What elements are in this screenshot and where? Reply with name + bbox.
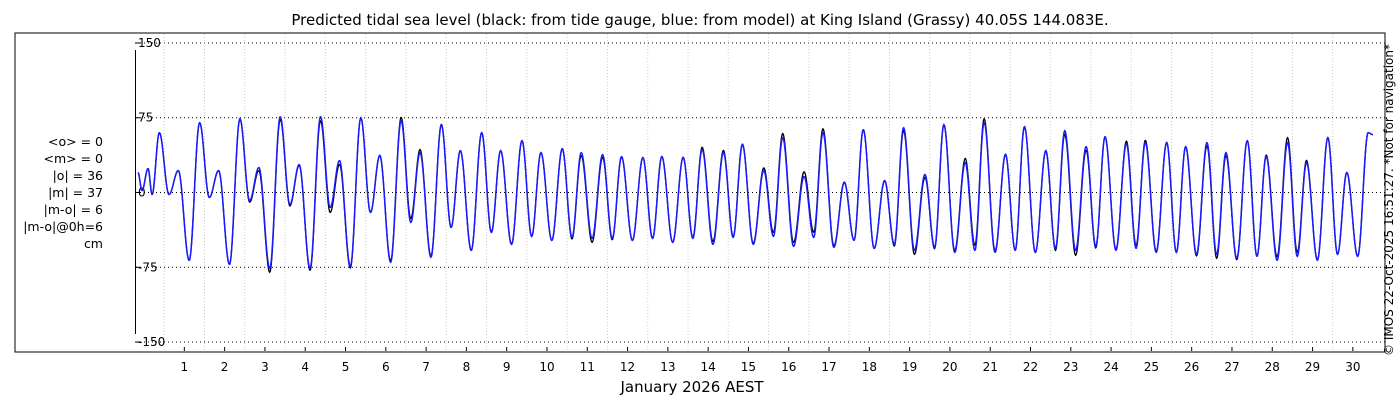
x-tick-label: 2 — [221, 360, 229, 374]
x-tick-label: 22 — [1023, 360, 1038, 374]
x-tick-label: 7 — [422, 360, 430, 374]
chart-title: Predicted tidal sea level (black: from t… — [291, 11, 1108, 29]
x-tick-label: 28 — [1265, 360, 1280, 374]
y-tick-label: 75 — [138, 111, 153, 125]
x-tick-label: 3 — [261, 360, 269, 374]
model-series-line — [137, 115, 1374, 270]
x-tick-label: 13 — [660, 360, 675, 374]
credit-text: © IMOS 22-Oct-2025 16:51:27. *Not for na… — [1382, 44, 1396, 356]
series — [137, 115, 1374, 274]
x-tick-label: 24 — [1103, 360, 1118, 374]
grid — [136, 34, 1385, 351]
x-tick-label: 29 — [1305, 360, 1320, 374]
x-tick-label: 25 — [1144, 360, 1159, 374]
x-tick-label: 30 — [1345, 360, 1360, 374]
x-tick-label: 11 — [580, 360, 595, 374]
x-tick-label: 4 — [301, 360, 309, 374]
stat-line: <o> = 0 — [48, 134, 103, 149]
x-tick-label: 14 — [701, 360, 716, 374]
x-tick-label: 20 — [942, 360, 957, 374]
y-tick-label: 0 — [138, 186, 146, 200]
y-tick-label: -150 — [138, 335, 165, 349]
x-tick-label: 26 — [1184, 360, 1199, 374]
x-tick-label: 23 — [1063, 360, 1078, 374]
x-axis-label: January 2026 AEST — [620, 378, 765, 396]
x-tick-label: 1 — [181, 360, 189, 374]
stat-line: |o| = 36 — [52, 168, 103, 183]
x-tick-label: 19 — [902, 360, 917, 374]
x-tick-label: 18 — [862, 360, 877, 374]
x-tick-label: 15 — [741, 360, 756, 374]
stat-line: |m| = 37 — [48, 185, 103, 200]
y-tick-label: 150 — [138, 36, 161, 50]
x-tick-label: 10 — [539, 360, 554, 374]
x-tick-label: 9 — [503, 360, 511, 374]
y-tick-label: -75 — [138, 260, 158, 274]
x-tick-label: 8 — [463, 360, 471, 374]
x-tick-label: 16 — [781, 360, 796, 374]
x-tick-label: 27 — [1224, 360, 1239, 374]
stat-line: cm — [83, 236, 103, 251]
x-tick-label: 12 — [620, 360, 635, 374]
x-tick-label: 6 — [382, 360, 390, 374]
x-tick-label: 17 — [821, 360, 836, 374]
x-tick-label: 5 — [342, 360, 350, 374]
stats-panel: <o> = 0 <m> = 0 |o| = 36 |m| = 37 |m-o| = 6 |… — [0, 133, 103, 252]
x-tick-label: 21 — [983, 360, 998, 374]
stat-line: <m> = 0 — [43, 151, 104, 166]
stat-line: |m-o| = 6 — [43, 202, 103, 217]
stat-line: |m-o|@0h=6 — [23, 219, 103, 234]
